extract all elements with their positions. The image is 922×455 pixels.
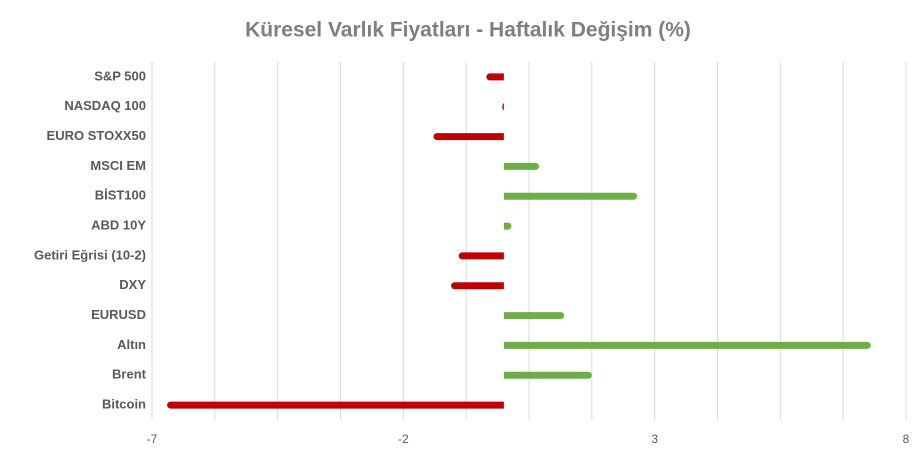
bar xyxy=(502,103,504,111)
bar xyxy=(503,341,871,349)
x-tick-label: -2 xyxy=(398,432,409,446)
bar xyxy=(451,282,504,290)
bar xyxy=(503,312,565,320)
x-tick-label: 8 xyxy=(903,432,910,446)
y-tick-label: S&P 500 xyxy=(94,68,146,83)
bar xyxy=(167,401,504,409)
bar xyxy=(503,222,512,230)
x-tick-label: 3 xyxy=(651,432,658,446)
bar xyxy=(503,162,540,170)
y-tick-label: MSCI EM xyxy=(90,158,146,173)
y-tick-label: Bitcoin xyxy=(102,397,146,412)
x-tick-label: -7 xyxy=(147,432,158,446)
bar xyxy=(503,371,592,379)
bar xyxy=(486,73,504,81)
y-tick-label: Getiri Eğrisi (10-2) xyxy=(34,247,146,262)
bar xyxy=(433,133,504,141)
y-tick-label: EURUSD xyxy=(91,307,146,322)
y-tick-label: Altın xyxy=(117,337,146,352)
y-tick-label: ABD 10Y xyxy=(91,218,146,233)
bar xyxy=(458,252,504,260)
y-tick-label: NASDAQ 100 xyxy=(64,98,146,113)
y-tick-label: Brent xyxy=(112,367,147,382)
y-tick-label: BİST100 xyxy=(95,188,146,203)
chart-title: Küresel Varlık Fiyatları - Haftalık Deği… xyxy=(245,19,691,42)
y-tick-label: EURO STOXX50 xyxy=(47,128,146,143)
y-tick-label: DXY xyxy=(119,277,146,292)
bar xyxy=(503,192,638,200)
